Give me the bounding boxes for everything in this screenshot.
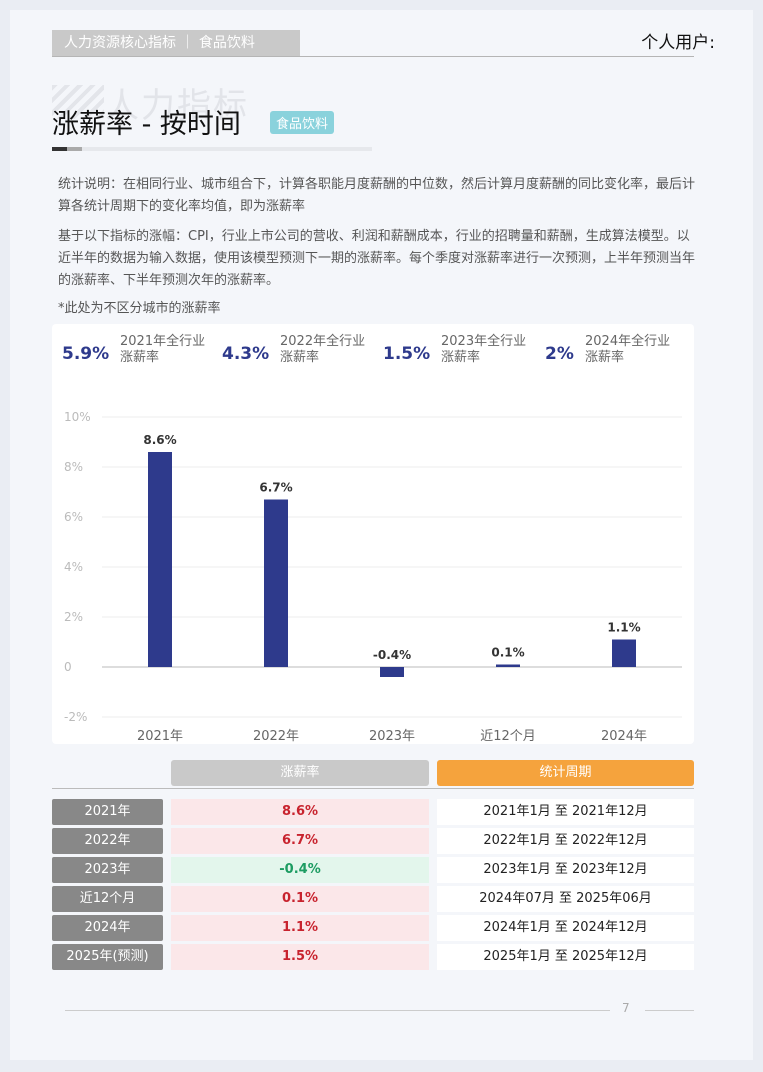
table-row-label: 2022年 [52, 828, 163, 854]
summary-label: 2022年全行业 涨薪率 [280, 334, 366, 365]
bar [264, 499, 288, 667]
bar [612, 639, 636, 667]
table-row-rate: 8.6% [171, 799, 429, 825]
summary-value: 1.5% [383, 344, 431, 364]
table-row-rate: -0.4% [171, 857, 429, 883]
header-section-tab: 人力资源核心指标 ｜ 食品饮料 [52, 30, 300, 56]
table-row-label: 2023年 [52, 857, 163, 883]
bar [496, 664, 520, 667]
table-header-period: 统计周期 [437, 760, 694, 786]
table-row-label: 2024年 [52, 915, 163, 941]
description-stats: 统计说明：在相同行业、城市组合下，计算各职能月度薪酬的中位数，然后计算月度薪酬的… [58, 177, 696, 214]
table-header-rate: 涨薪率 [171, 760, 429, 786]
table-row-rate: 6.7% [171, 828, 429, 854]
description-note: *此处为不区分城市的涨薪率 [58, 301, 221, 316]
x-tick-label: 2022年 [253, 729, 299, 744]
data-label: 0.1% [491, 646, 524, 660]
summary-label: 2023年全行业 涨薪率 [441, 334, 527, 365]
page-title: 涨薪率 - 按时间 [52, 109, 241, 140]
summary-value: 4.3% [222, 344, 270, 364]
data-label: -0.4% [373, 648, 411, 662]
bar [380, 667, 404, 677]
title-underline [52, 147, 372, 151]
decorative-stripes [52, 85, 104, 119]
bar [148, 452, 172, 667]
data-label: 1.1% [607, 621, 640, 635]
table-row-rate: 1.1% [171, 915, 429, 941]
y-tick-label: 0 [64, 660, 72, 674]
x-tick-label: 2024年 [601, 729, 647, 744]
y-tick-label: 6% [64, 510, 83, 524]
description-model: 基于以下指标的涨幅：CPI，行业上市公司的营收、利润和薪酬成本，行业的招聘量和薪… [58, 229, 696, 288]
y-tick-label: 10% [64, 410, 91, 424]
data-label: 8.6% [143, 433, 176, 447]
footer-divider-right [645, 1010, 694, 1011]
y-tick-label: -2% [64, 710, 87, 724]
y-tick-label: 4% [64, 560, 83, 574]
table-row-label: 2025年(预测) [52, 944, 163, 970]
header-divider [52, 56, 694, 57]
table-row-label: 近12个月 [52, 886, 163, 912]
title-watermark: 人力指标 [105, 86, 249, 126]
y-tick-label: 2% [64, 610, 83, 624]
summary-label: 2021年全行业 涨薪率 [120, 334, 206, 365]
user-label: 个人用户: [641, 33, 715, 53]
chart-card: 5.9% 2021年全行业 涨薪率 4.3% 2022年全行业 涨薪率 1.5% 2… [52, 324, 694, 744]
table-row-period: 2025年1月 至 2025年12月 [437, 944, 694, 970]
table-row-period: 2022年1月 至 2022年12月 [437, 828, 694, 854]
table-row-period: 2024年1月 至 2024年12月 [437, 915, 694, 941]
summary-value: 5.9% [62, 344, 110, 364]
table-row-period: 2024年07月 至 2025年06月 [437, 886, 694, 912]
x-tick-label: 2023年 [369, 729, 415, 744]
industry-tag: 食品饮料 [270, 111, 335, 134]
footer-divider [65, 1010, 610, 1011]
summary-value: 2% [545, 344, 574, 364]
table-row-period: 2021年1月 至 2021年12月 [437, 799, 694, 825]
data-label: 6.7% [259, 481, 292, 495]
table-row-rate: 1.5% [171, 944, 429, 970]
y-tick-label: 8% [64, 460, 83, 474]
page-number: 7 [622, 1001, 630, 1015]
x-tick-label: 近12个月 [480, 729, 536, 744]
title-underline-accent [52, 147, 67, 151]
x-tick-label: 2021年 [137, 729, 183, 744]
table-row-label: 2021年 [52, 799, 163, 825]
title-underline-accent-2 [67, 147, 82, 151]
table-row-period: 2023年1月 至 2023年12月 [437, 857, 694, 883]
table-row-rate: 0.1% [171, 886, 429, 912]
table-header-divider [52, 788, 694, 789]
summary-label: 2024年全行业 涨薪率 [585, 334, 671, 365]
salary-increase-bar-chart: 10% 8% 6% 4% 2% 0 -2% 8.6% 2021年 6.7% 2022年 -0.4% 20… [64, 410, 682, 744]
